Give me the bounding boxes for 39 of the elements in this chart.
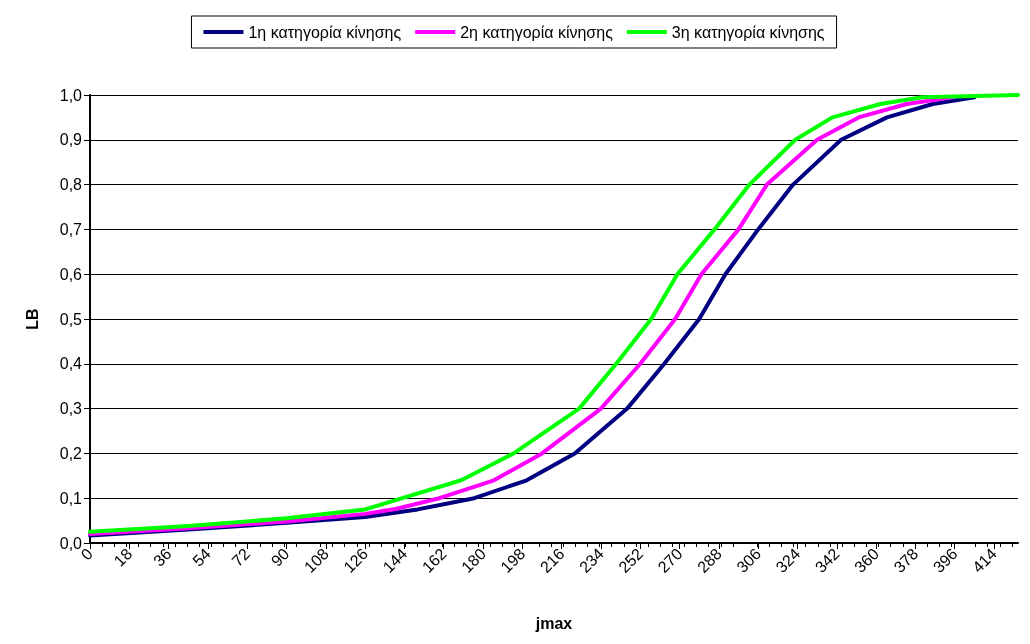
- x-tick-label: 216: [536, 544, 568, 576]
- x-tick-label: 306: [733, 544, 765, 576]
- y-tick-label: 0,0: [59, 534, 83, 552]
- x-axis-title: jmax: [534, 614, 573, 632]
- legend-label: 3η κατηγορία κίνησης: [671, 23, 825, 41]
- x-tick-label: 414: [969, 544, 1001, 576]
- y-tick-label: 0,1: [59, 489, 83, 507]
- x-tick-label: 252: [615, 544, 647, 576]
- y-tick-label: 0,8: [59, 176, 83, 194]
- x-tick-label: 90: [267, 544, 293, 570]
- x-tick-label: 162: [418, 544, 450, 576]
- x-tick-label: 288: [693, 544, 725, 576]
- x-tick-label: 198: [497, 544, 529, 576]
- x-tick-label: 18: [110, 544, 136, 570]
- y-tick-label: 0,5: [59, 310, 83, 328]
- x-tick-label: 324: [772, 544, 804, 576]
- y-tick-label: 0,2: [59, 444, 83, 462]
- x-tick-label: 378: [890, 544, 922, 576]
- x-tick-label: 396: [929, 544, 961, 576]
- y-tick-label: 0,4: [59, 355, 83, 373]
- x-tick-label: 360: [851, 544, 883, 576]
- y-axis-title: LB: [23, 308, 41, 330]
- legend-label: 2η κατηγορία κίνησης: [460, 23, 614, 41]
- x-tick-label: 144: [379, 544, 411, 576]
- x-tick-label: 234: [576, 544, 608, 576]
- y-tick-label: 1,0: [59, 86, 83, 104]
- x-tick-label: 108: [300, 544, 332, 576]
- y-tick-label: 0,3: [59, 400, 83, 418]
- x-tick-label: 180: [458, 544, 490, 576]
- y-tick-label: 0,9: [59, 131, 83, 149]
- y-tick-label: 0,7: [59, 220, 83, 238]
- x-tick-label: 54: [189, 544, 214, 570]
- x-tick-label: 36: [150, 544, 175, 570]
- x-tick-label: 270: [654, 544, 686, 576]
- legend-label: 1η κατηγορία κίνησης: [248, 23, 402, 41]
- y-tick-label: 0,6: [59, 265, 83, 283]
- x-tick-label: 342: [811, 544, 843, 576]
- x-tick-label: 72: [228, 544, 254, 570]
- x-tick-label: 126: [340, 544, 372, 576]
